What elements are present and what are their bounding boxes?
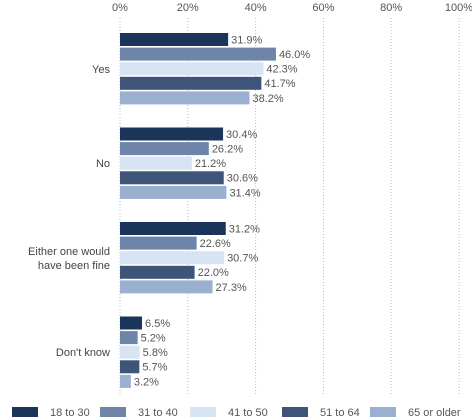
x-tick-label: 20% [177, 2, 199, 14]
data-label: 46.0% [279, 49, 310, 61]
legend-label: 18 to 30 [50, 407, 90, 419]
legend-label: 41 to 50 [228, 407, 268, 419]
bar [120, 222, 226, 235]
data-label: 42.3% [266, 64, 297, 76]
bar [120, 76, 262, 90]
category-label: No [95, 158, 110, 170]
data-label: 31.4% [229, 187, 260, 199]
bar [120, 280, 213, 294]
bar [120, 360, 140, 374]
data-label: 41.7% [264, 78, 295, 90]
data-label: 22.6% [200, 238, 231, 250]
bar [120, 345, 140, 359]
legend-swatch [100, 407, 126, 417]
data-label: 31.9% [231, 34, 262, 46]
data-label: 27.3% [216, 282, 247, 294]
bar [120, 331, 138, 345]
legend-swatch [282, 407, 308, 417]
bar [120, 156, 192, 170]
category-label: Yes [92, 63, 110, 76]
legend-label: 65 or older [408, 407, 461, 419]
data-label: 5.8% [143, 347, 168, 359]
bar [120, 171, 224, 185]
data-label: 31.2% [229, 223, 260, 235]
data-label: 26.2% [212, 144, 243, 156]
bar [120, 91, 250, 105]
legend-swatch [12, 407, 38, 417]
legend-swatch [370, 407, 396, 417]
legend-label: 51 to 64 [320, 407, 360, 419]
data-label: 5.7% [142, 362, 167, 374]
bar [120, 316, 143, 330]
bar [120, 251, 225, 265]
category-label-box: Either one would have been fine [28, 245, 110, 272]
category-label-box: Yes [92, 63, 110, 76]
bar [120, 185, 227, 199]
legend-label: 31 to 40 [138, 407, 178, 419]
category-label: Don't know [55, 347, 110, 359]
category-label-box: Don't know [55, 347, 110, 359]
bar [120, 127, 224, 141]
category-label-box: No [95, 158, 110, 170]
bar [120, 236, 197, 250]
bar [120, 33, 229, 46]
bar [120, 142, 209, 156]
bar [120, 62, 264, 76]
data-label: 38.2% [252, 93, 283, 105]
data-label: 30.4% [226, 129, 257, 141]
data-label: 22.0% [198, 267, 229, 279]
data-label: 3.2% [134, 376, 159, 388]
legend-swatch [190, 407, 216, 417]
data-label: 30.7% [227, 253, 258, 265]
category-label: Either one would have been fine [28, 245, 110, 272]
x-tick-label: 100% [445, 2, 472, 14]
bar [120, 265, 195, 279]
x-tick-label: 60% [312, 2, 334, 14]
data-label: 30.6% [227, 173, 258, 185]
x-tick-label: 0% [112, 2, 128, 14]
x-tick-label: 80% [380, 2, 402, 14]
x-tick-label: 40% [245, 2, 267, 14]
data-label: 5.2% [141, 333, 166, 345]
data-label: 21.2% [195, 158, 226, 170]
data-label: 6.5% [145, 318, 170, 330]
bar [120, 47, 276, 61]
bar [120, 374, 131, 388]
